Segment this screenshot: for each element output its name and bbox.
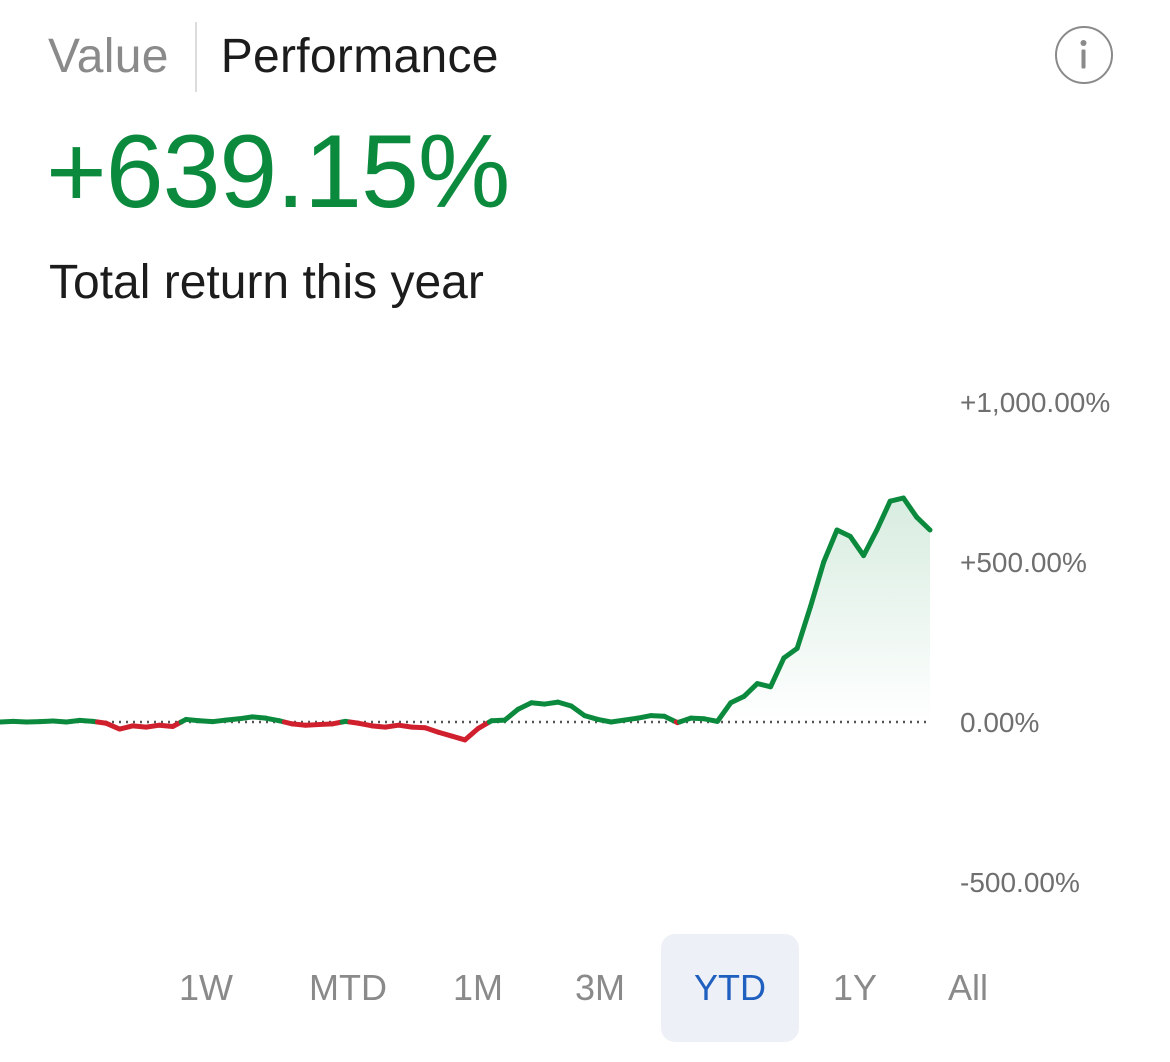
return-line-segment — [741, 681, 760, 699]
return-line-segment — [847, 533, 867, 559]
return-line-segment — [794, 604, 813, 651]
return-line-segment — [861, 527, 880, 559]
return-line-segment — [821, 527, 840, 565]
return-line-segment — [781, 645, 800, 661]
tab-performance[interactable]: Performance — [220, 30, 499, 83]
total-return-caption: Total return this year — [49, 256, 484, 309]
return-line-segment — [502, 706, 521, 723]
tab-divider — [194, 22, 197, 92]
return-line-segment — [714, 700, 734, 724]
range-1m[interactable]: 1M — [452, 967, 503, 1008]
performance-chart-svg: +1,000.00% +500.00% 0.00% -500.00% — [0, 387, 1110, 898]
return-line-segment — [807, 559, 827, 610]
range-all[interactable]: All — [947, 967, 988, 1008]
tab-value[interactable]: Value — [48, 30, 169, 83]
y-tick-label: +1,000.00% — [960, 387, 1110, 418]
return-line-segment — [874, 498, 893, 533]
return-line-segment — [900, 495, 920, 520]
y-tick-label: 0.00% — [960, 707, 1039, 738]
total-return-value: +639.15% — [46, 114, 510, 230]
range-mtd[interactable]: MTD — [309, 967, 387, 1008]
info-button[interactable] — [1055, 26, 1113, 84]
range-1w[interactable]: 1W — [179, 967, 233, 1008]
return-line-segment — [914, 514, 933, 533]
return-line-segment — [568, 703, 588, 719]
y-tick-label: +500.00% — [960, 547, 1087, 578]
performance-chart: +1,000.00% +500.00% 0.00% -500.00% — [0, 370, 1170, 930]
info-icon — [1080, 40, 1087, 69]
range-1y[interactable]: 1Y — [832, 967, 878, 1008]
range-selector: 1W MTD 1M 3M YTD 1Y All — [0, 934, 1170, 1042]
return-line-segment — [462, 725, 481, 743]
range-3m[interactable]: 3M — [574, 967, 625, 1008]
view-tabs: Value Performance — [48, 22, 499, 92]
y-tick-label: -500.00% — [960, 867, 1080, 898]
return-line-segment — [768, 655, 787, 690]
range-ytd[interactable]: YTD — [661, 934, 799, 1042]
